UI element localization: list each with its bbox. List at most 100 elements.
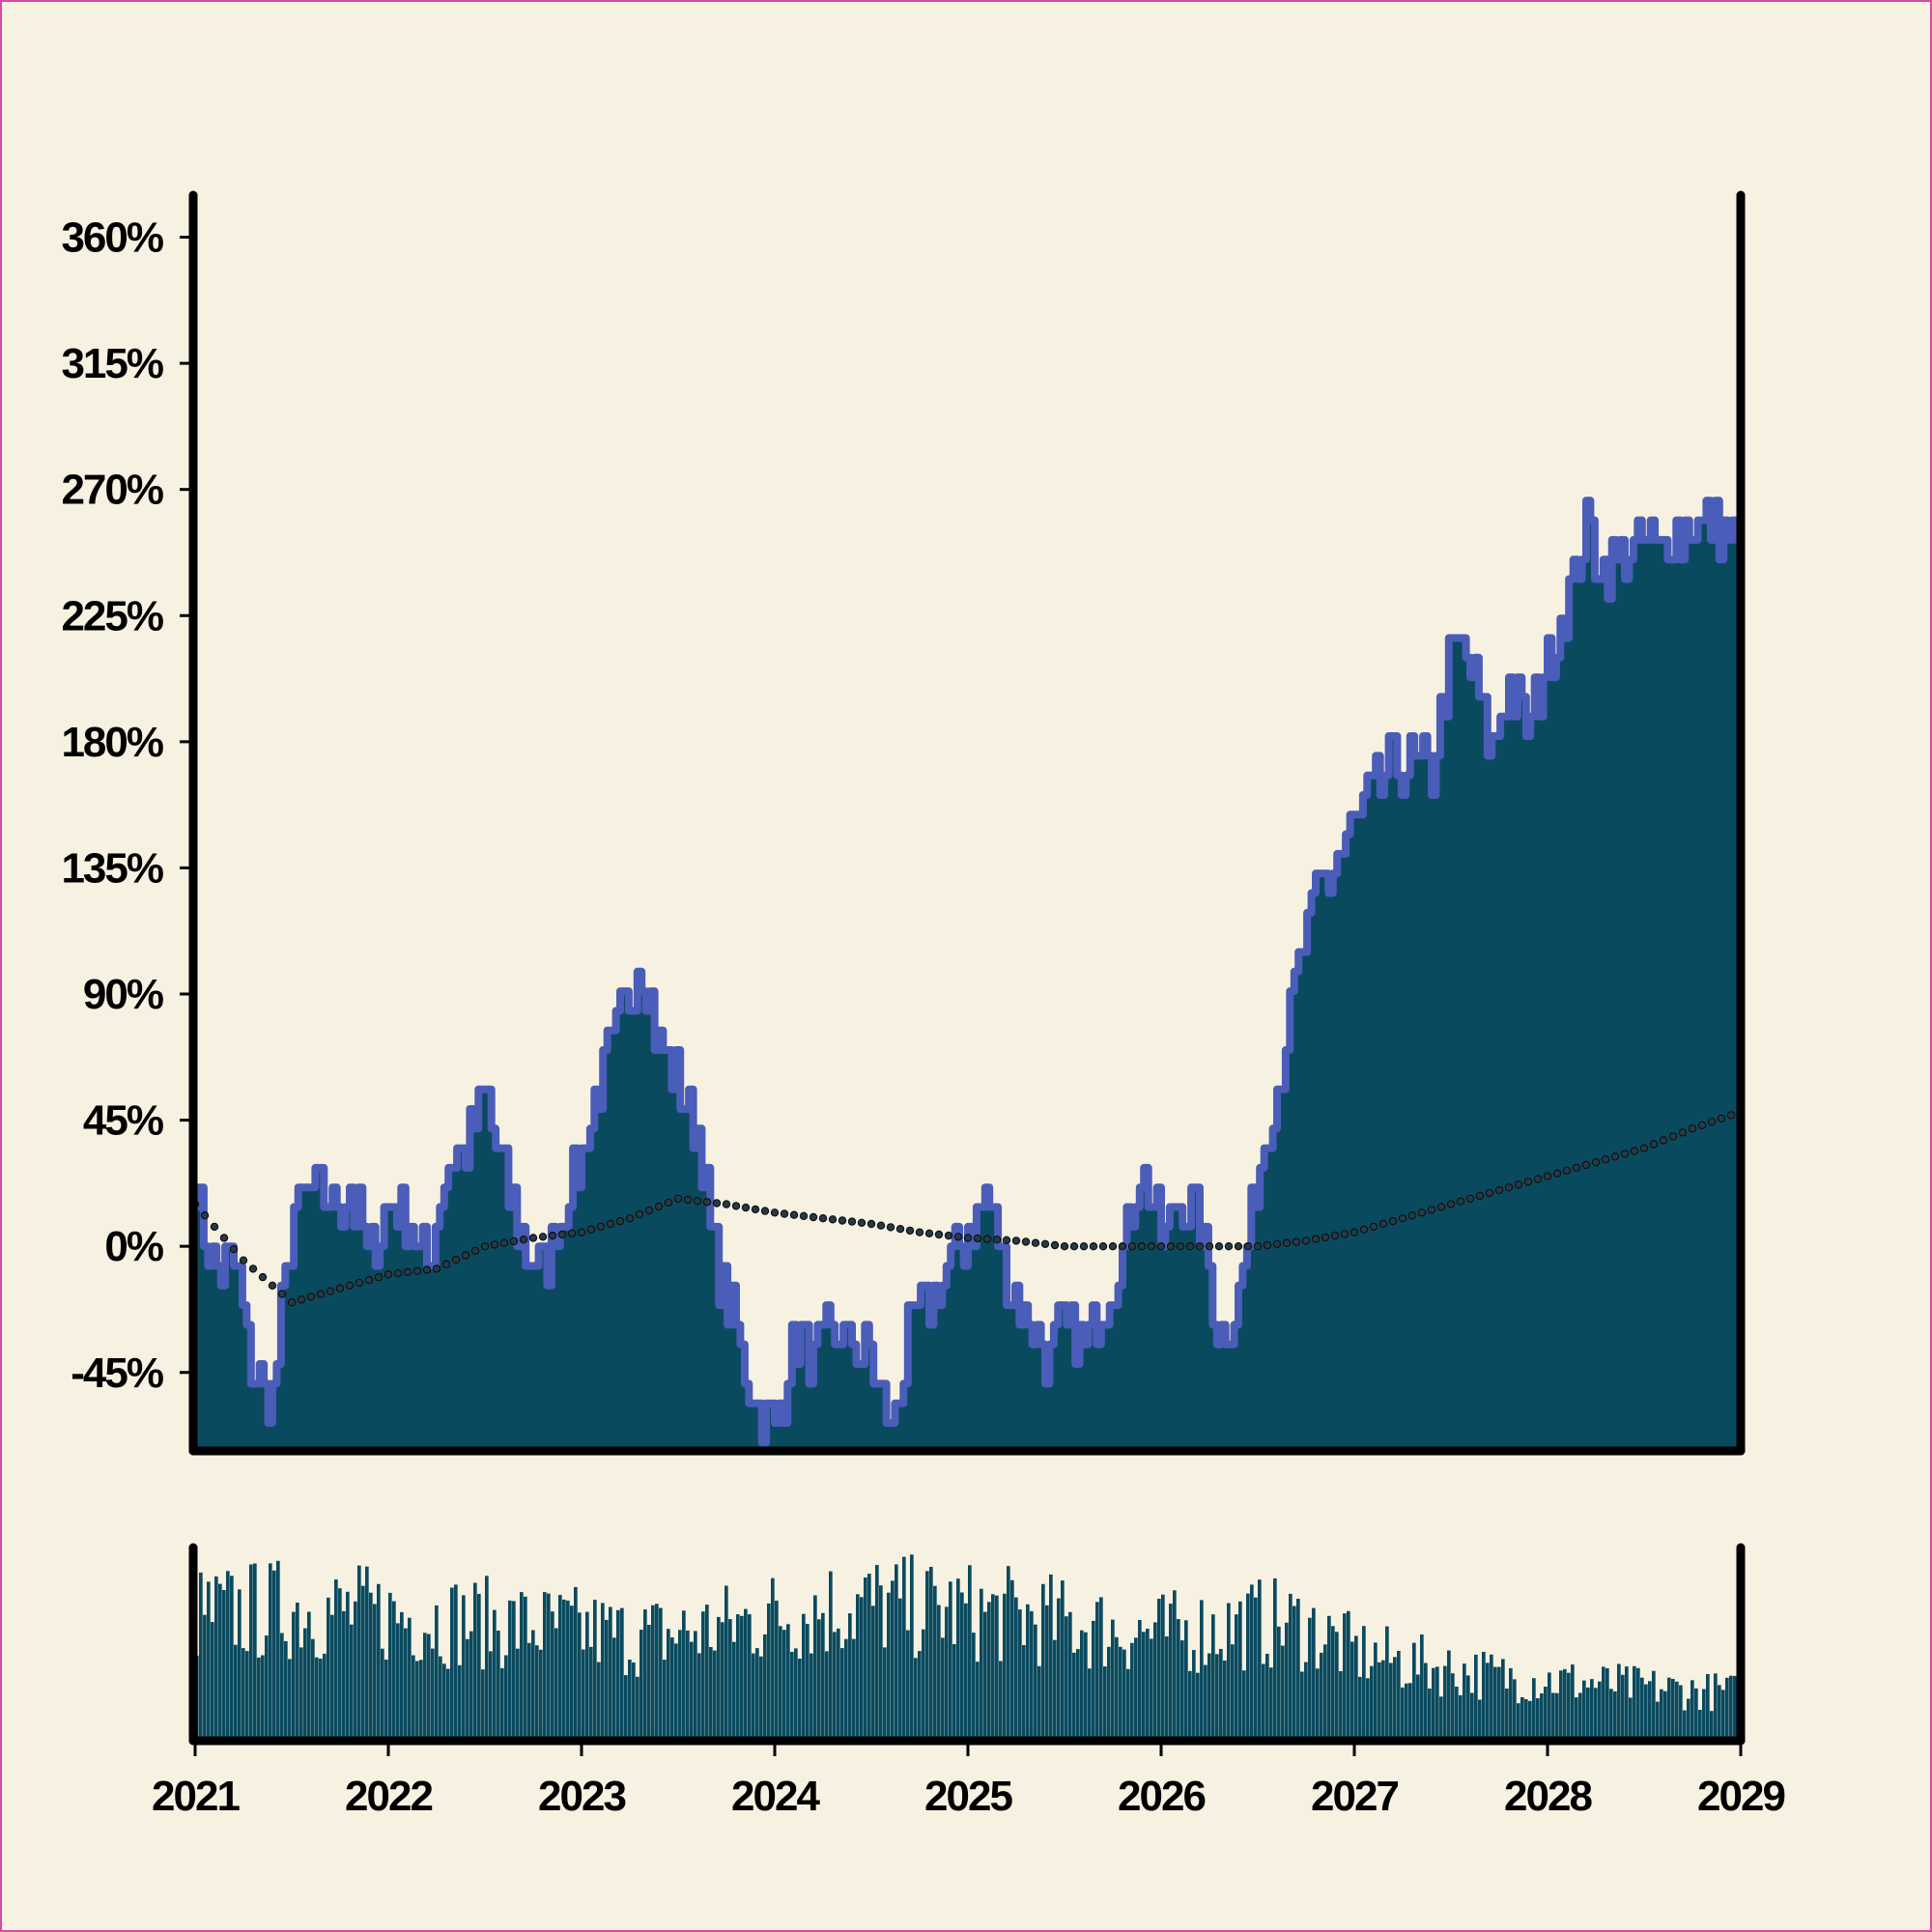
volume-bar [361, 1585, 365, 1741]
volume-bar [527, 1642, 531, 1741]
trend-point [1436, 1203, 1446, 1211]
volume-bar [1107, 1646, 1111, 1741]
volume-bar [1184, 1620, 1188, 1741]
volume-bar [639, 1630, 643, 1741]
volume-bar [848, 1613, 852, 1741]
volume-bar [1536, 1698, 1540, 1741]
volume-bar [852, 1638, 856, 1741]
volume-bar [265, 1635, 269, 1741]
volume-bar [1188, 1670, 1192, 1741]
volume-bar [330, 1614, 334, 1741]
trend-point [1359, 1225, 1369, 1235]
volume-bar [1242, 1670, 1246, 1741]
volume-bar [898, 1598, 902, 1741]
volume-bar [1663, 1690, 1667, 1741]
volume-bar [1030, 1610, 1034, 1741]
y-tick-label: 90% [83, 971, 163, 1018]
trend-point [1272, 1239, 1282, 1249]
trend-point [1311, 1235, 1321, 1243]
volume-bar [1683, 1710, 1687, 1741]
volume-bar [867, 1574, 871, 1741]
volume-bar [1710, 1711, 1714, 1741]
trend-point [1610, 1152, 1620, 1161]
volume-bar [1258, 1579, 1262, 1741]
volume-bar [632, 1662, 636, 1741]
volume-bar [694, 1631, 697, 1741]
volume-bar [589, 1646, 593, 1741]
trend-point [1011, 1236, 1021, 1245]
trend-point [1147, 1241, 1156, 1251]
volume-bar [1238, 1601, 1242, 1741]
volume-bar [365, 1566, 369, 1741]
volume-bar [1636, 1667, 1640, 1741]
volume-bar [1412, 1642, 1416, 1741]
volume-bar [1563, 1668, 1567, 1741]
volume-bar [1115, 1636, 1119, 1741]
volume-bar [400, 1611, 404, 1741]
y-tick-label: -45% [71, 1350, 163, 1397]
volume-bar [1702, 1689, 1706, 1741]
volume-bar [288, 1659, 292, 1741]
volume-bar [327, 1597, 330, 1741]
volume-bar [1590, 1679, 1594, 1741]
volume-bar [678, 1630, 682, 1741]
trend-point [422, 1265, 432, 1274]
volume-bar [1350, 1641, 1354, 1741]
volume-bar [1586, 1687, 1590, 1741]
volume-bar [1362, 1626, 1366, 1741]
volume-bar [1323, 1644, 1327, 1741]
volume-bar [551, 1611, 554, 1741]
volume-bar [1250, 1584, 1254, 1741]
volume-bar [493, 1609, 497, 1741]
volume-bar [311, 1638, 315, 1741]
volume-bar [929, 1567, 933, 1741]
volume-bar [218, 1583, 222, 1741]
trend-point [1340, 1230, 1350, 1238]
volume-bar [806, 1624, 810, 1741]
volume-bar [1532, 1678, 1536, 1741]
volume-bar [1018, 1609, 1022, 1741]
volume-bar [1432, 1667, 1435, 1741]
volume-bar [1656, 1701, 1660, 1741]
trend-point [1156, 1241, 1166, 1251]
volume-bar [1320, 1652, 1323, 1741]
volume-bar [887, 1592, 891, 1741]
trend-point [548, 1231, 557, 1240]
volume-bar [755, 1648, 759, 1741]
volume-bar [500, 1667, 504, 1741]
trend-point [567, 1229, 577, 1238]
volume-bar [1648, 1681, 1652, 1741]
trend-point [239, 1256, 248, 1264]
volume-bar [717, 1616, 721, 1741]
volume-bar [1370, 1665, 1374, 1741]
volume-bar [663, 1660, 667, 1741]
trend-point [384, 1269, 393, 1279]
trend-point [1533, 1175, 1543, 1183]
volume-bar [1397, 1651, 1401, 1741]
y-tick-label: 45% [83, 1097, 163, 1145]
volume-bar [446, 1668, 450, 1741]
volume-bar [987, 1602, 991, 1741]
volume-bar [531, 1630, 535, 1741]
volume-bar [381, 1648, 384, 1741]
trend-point [1369, 1222, 1378, 1232]
volume-bar [1443, 1665, 1447, 1741]
volume-bar [1644, 1684, 1648, 1741]
volume-bar [238, 1589, 242, 1741]
trend-point [1668, 1132, 1678, 1141]
volume-bar [408, 1617, 412, 1741]
volume-bar [1293, 1605, 1296, 1741]
volume-bar [1080, 1630, 1084, 1741]
volume-bar [1034, 1624, 1037, 1741]
volume-bar [1629, 1697, 1633, 1741]
volume-bar [1694, 1688, 1698, 1741]
trend-point [828, 1215, 838, 1224]
volume-bar [1277, 1626, 1281, 1741]
volume-bar [1679, 1685, 1683, 1741]
volume-bar [949, 1581, 952, 1741]
volume-bar [462, 1595, 466, 1741]
volume-bar [1374, 1642, 1378, 1741]
trend-point [1350, 1228, 1359, 1236]
volume-bar [1339, 1671, 1343, 1741]
trend-point [1176, 1241, 1185, 1251]
